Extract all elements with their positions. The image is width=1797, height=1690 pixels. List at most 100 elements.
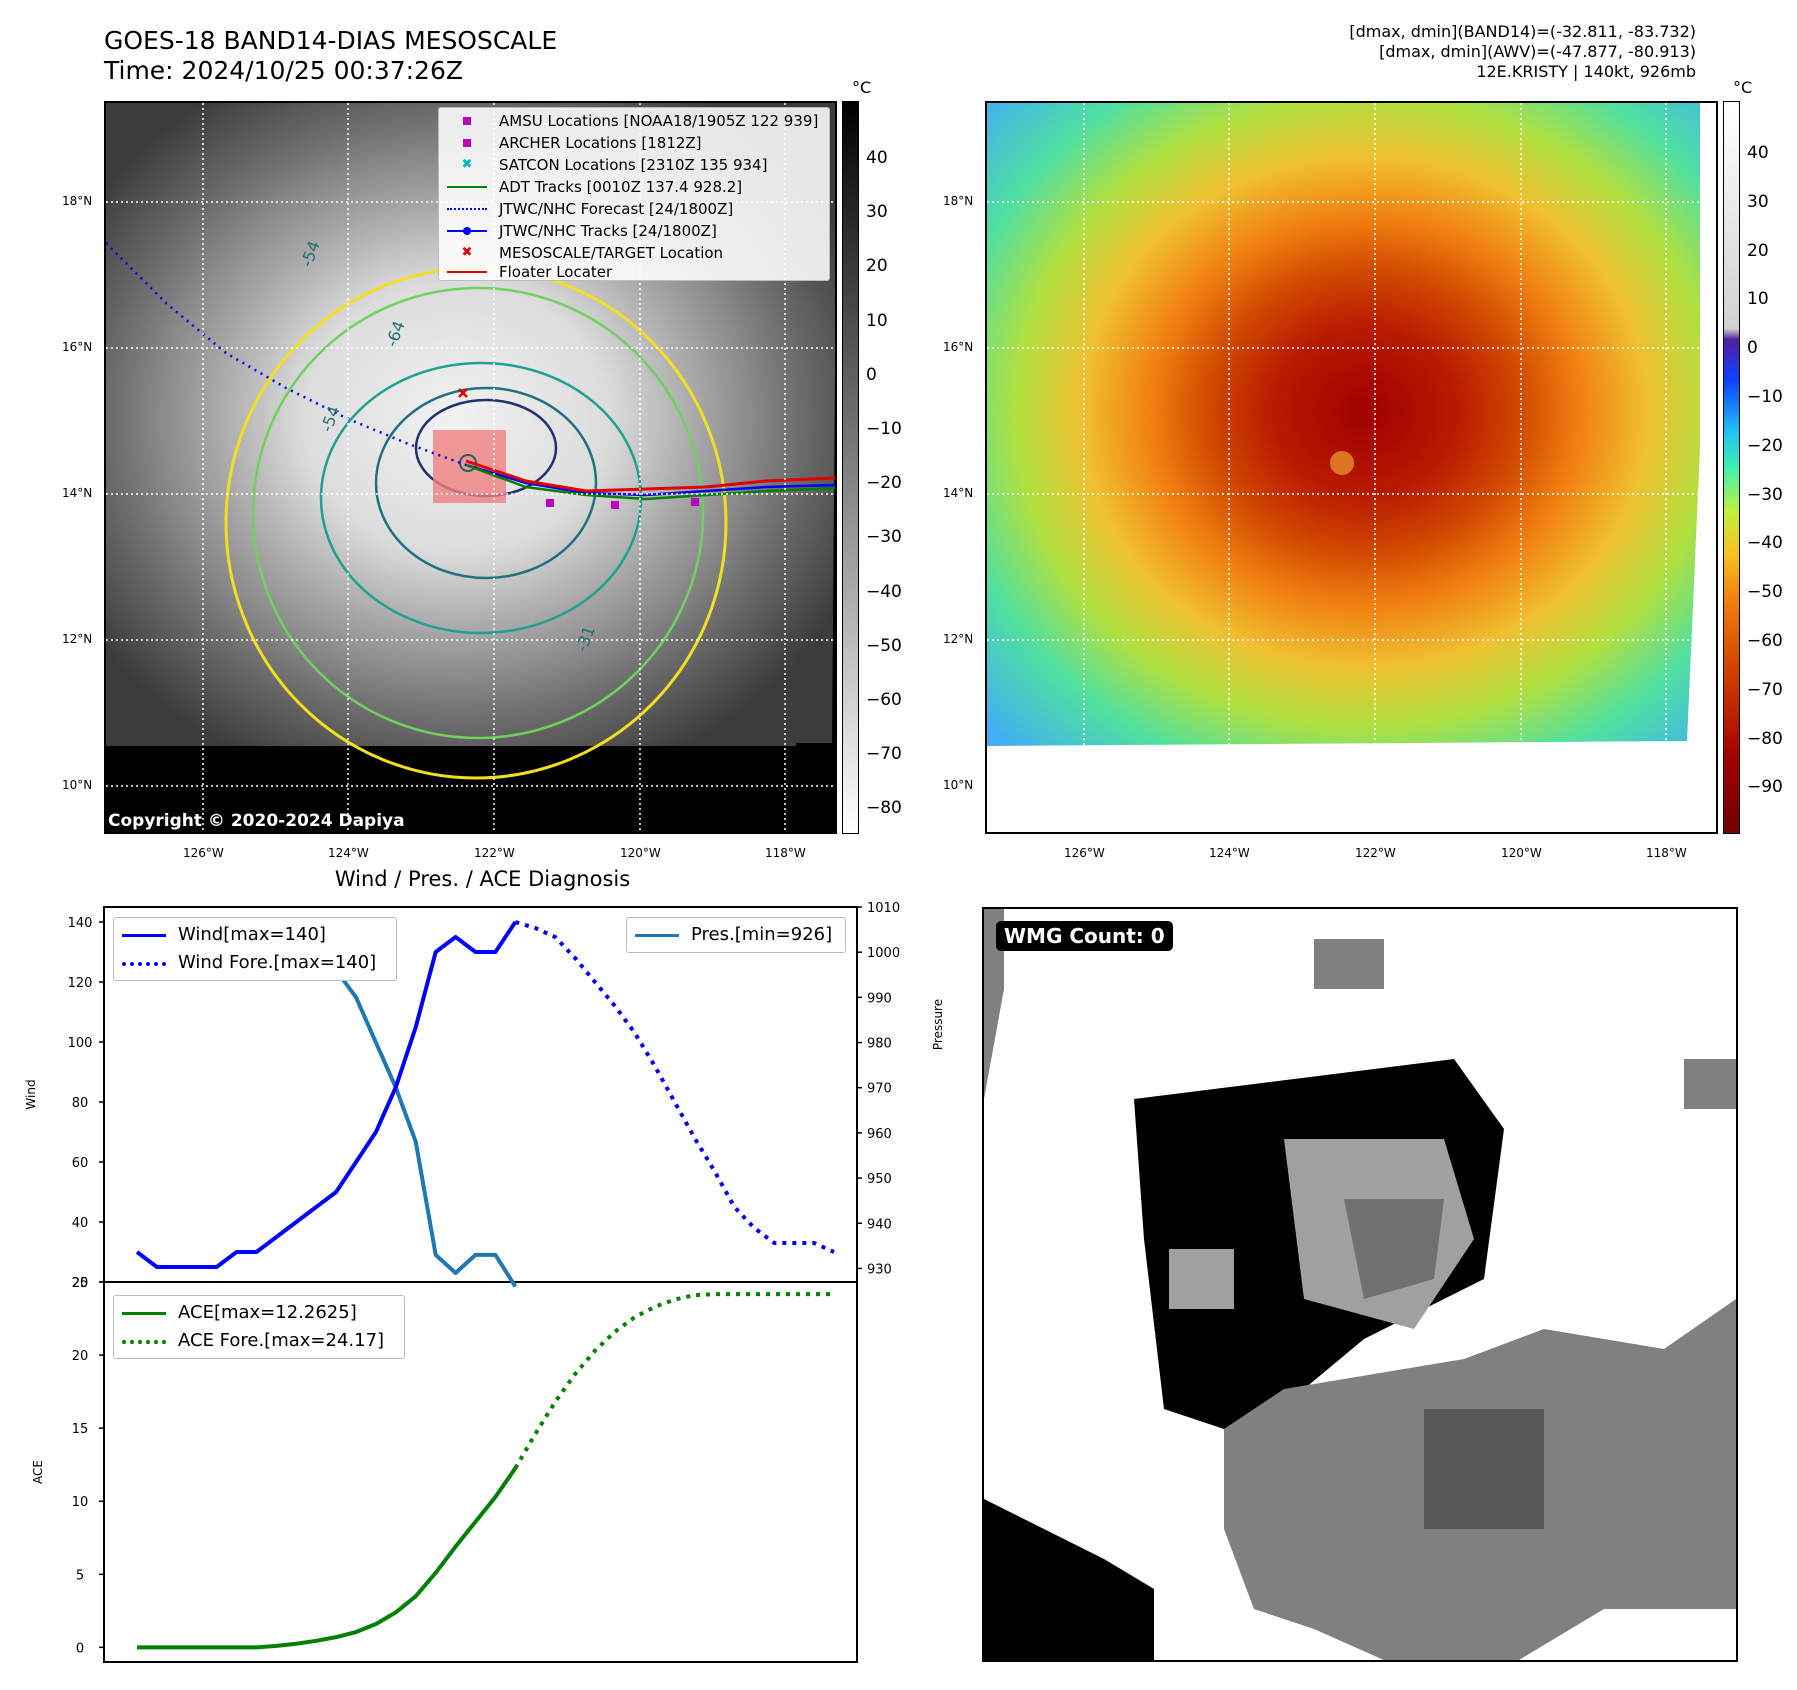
- legend-wind-forecast: Wind Fore.[max=140]: [122, 949, 376, 976]
- pressure-tick-label: 950: [867, 1172, 892, 1187]
- awv-image: [987, 103, 1716, 832]
- ir-colorbar-tick: −40: [866, 581, 902, 602]
- dotted-line-icon: [122, 1333, 166, 1349]
- latitude-label: 14°N: [943, 486, 974, 500]
- longitude-label: 118°W: [1646, 846, 1687, 860]
- ir-colorbar-tick: −20: [866, 473, 902, 494]
- info-band14: [dmax, dmin](BAND14)=(-32.811, -83.732): [1349, 22, 1696, 41]
- ace-legend: ACE[max=12.2625] ACE Fore.[max=24.17]: [113, 1295, 405, 1359]
- legend-satcon: ✖ SATCON Locations [2310Z 135 934]: [447, 154, 768, 176]
- pressure-tick-label: 980: [867, 1037, 892, 1052]
- legend-tracks: JTWC/NHC Tracks [24/1800Z]: [447, 220, 717, 242]
- legend-target: ✖ MESOSCALE/TARGET Location: [447, 242, 724, 264]
- pressure-axis-label: Pressure: [931, 999, 945, 1050]
- line-marker-icon: [447, 180, 487, 194]
- square-marker-icon: [447, 114, 487, 128]
- legend-forecast: JTWC/NHC Forecast [24/1800Z]: [447, 198, 733, 220]
- awv-colorbar-tick: −90: [1747, 777, 1783, 798]
- legend-wind: Wind[max=140]: [122, 921, 326, 948]
- latitude-label: 12°N: [62, 632, 93, 646]
- ir-colorbar-unit: °C: [852, 78, 872, 97]
- ace-tick-label: 25: [72, 1276, 89, 1291]
- ace-tick-label: 20: [72, 1349, 89, 1364]
- awv-colorbar: [1723, 101, 1740, 834]
- wind-tick-label: 80: [72, 1096, 89, 1111]
- longitude-label: 120°W: [1501, 846, 1542, 860]
- wmg-panel: WMG Count: 0: [982, 907, 1738, 1662]
- awv-colorbar-tick: −60: [1747, 631, 1783, 651]
- awv-colorbar-unit: °C: [1733, 78, 1753, 97]
- latitude-label: 10°N: [62, 778, 93, 792]
- latitude-label: 18°N: [62, 194, 93, 208]
- longitude-label: 122°W: [1355, 846, 1396, 860]
- pressure-tick-label: 970: [867, 1082, 892, 1097]
- pressure-tick-label: 960: [867, 1127, 892, 1142]
- wind-tick-label: 40: [72, 1216, 89, 1231]
- longitude-label: 124°W: [328, 846, 369, 860]
- awv-colorbar-tick: 10: [1747, 289, 1769, 310]
- ace-tick-label: 5: [76, 1568, 84, 1583]
- x-marker-icon: ✖: [461, 157, 473, 172]
- copyright-text: Copyright © 2020-2024 Dapiya: [108, 811, 405, 831]
- awv-colorbar-tick: 20: [1747, 240, 1769, 261]
- x-marker-icon: ✖: [461, 245, 473, 260]
- awv-colorbar-tick: 40: [1747, 143, 1769, 163]
- legend-floater: Floater Locater: [447, 263, 612, 281]
- line-marker-icon: [122, 1305, 166, 1321]
- ace-tick-label: 10: [72, 1495, 89, 1510]
- ace-tick-label: 15: [72, 1422, 89, 1437]
- pressure-tick-label: 930: [867, 1262, 892, 1277]
- legend-ace-forecast: ACE Fore.[max=24.17]: [122, 1327, 384, 1354]
- ir-colorbar-tick: 40: [866, 148, 888, 168]
- wind-legend: Wind[max=140] Wind Fore.[max=140]: [113, 917, 397, 981]
- awv-colorbar-tick: −80: [1747, 728, 1783, 749]
- legend-adt: ADT Tracks [0010Z 137.4 928.2]: [447, 176, 742, 198]
- ir-colorbar-tick: 20: [866, 256, 888, 277]
- page-title: GOES-18 BAND14-DIAS MESOSCALE: [104, 26, 558, 55]
- chart-title: Wind / Pres. / ACE Diagnosis: [334, 867, 631, 891]
- pressure-legend: Pres.[min=926]: [626, 917, 846, 953]
- ir-colorbar-tick: −60: [866, 690, 902, 710]
- timestamp: Time: 2024/10/25 00:37:26Z: [104, 56, 463, 85]
- diagnosis-chart: 2040608010012014093094095096097098099010…: [24, 901, 945, 1663]
- wind-forecast-series-line: [514, 920, 835, 1254]
- latitude-label: 14°N: [62, 486, 93, 500]
- legend-ace: ACE[max=12.2625]: [122, 1299, 357, 1326]
- ir-map-panel: -54 -64 -54 -31 AMSU Locations [NOAA18/1905…: [104, 101, 837, 834]
- longitude-label: 126°W: [1064, 846, 1105, 860]
- awv-colorbar-tick: 0: [1747, 338, 1758, 359]
- ir-colorbar-tick: −50: [866, 635, 902, 656]
- wind-series-line: [135, 920, 518, 1269]
- latitude-label: 10°N: [943, 778, 974, 792]
- pressure-tick-label: 1010: [867, 901, 900, 916]
- longitude-label: 122°W: [474, 846, 515, 860]
- ir-colorbar-tick: 10: [866, 310, 888, 331]
- ir-colorbar-tick: −80: [866, 798, 902, 819]
- latitude-label: 16°N: [943, 340, 974, 354]
- awv-colorbar-tick: −70: [1747, 679, 1783, 700]
- longitude-label: 120°W: [620, 846, 661, 860]
- line-marker-icon: [122, 927, 166, 943]
- wmg-count-label: WMG Count: 0: [996, 921, 1173, 951]
- ir-colorbar-tick: −10: [866, 419, 902, 439]
- wind-tick-label: 120: [68, 976, 93, 991]
- awv-colorbar-tick: −20: [1747, 435, 1783, 456]
- line-dot-marker-icon: [447, 224, 487, 238]
- info-storm: 12E.KRISTY | 140kt, 926mb: [1476, 62, 1696, 81]
- ir-colorbar: [842, 101, 859, 834]
- wind-tick-label: 140: [68, 916, 93, 931]
- ace-tick-label: 0: [76, 1641, 84, 1656]
- ace-forecast-series-line: [513, 1292, 834, 1470]
- wind-tick-label: 60: [72, 1156, 89, 1171]
- ir-legend: AMSU Locations [NOAA18/1905Z 122 939] AR…: [438, 107, 830, 281]
- awv-map-panel: [985, 101, 1718, 834]
- ir-colorbar-tick: −30: [866, 527, 902, 548]
- latitude-label: 18°N: [943, 194, 974, 208]
- ace-axes-frame: [103, 1281, 858, 1663]
- ir-colorbar-tick: 30: [866, 202, 888, 223]
- line-marker-icon: [447, 265, 487, 279]
- square-marker-icon: [447, 136, 487, 150]
- awv-colorbar-tick: −50: [1747, 582, 1783, 603]
- latitude-label: 12°N: [943, 632, 974, 646]
- ace-axis-label: ACE: [31, 1460, 45, 1484]
